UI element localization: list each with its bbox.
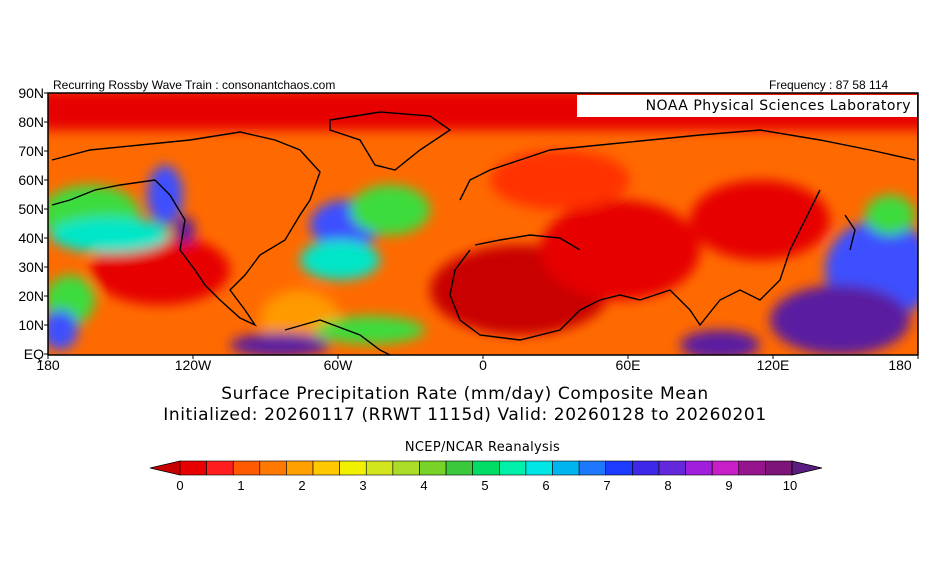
lat-label: 40N <box>18 230 44 246</box>
colorbar-swatch <box>392 460 420 476</box>
colorbar-label: 7 <box>603 478 611 493</box>
colorbar-swatch <box>765 460 793 476</box>
lat-label: 90N <box>18 85 44 101</box>
lat-label: 50N <box>18 201 44 217</box>
colorbar-swatch <box>419 460 447 476</box>
colorbar-swatch <box>605 460 633 476</box>
colorbar-swatch <box>286 460 314 476</box>
lon-label: 60W <box>323 357 353 373</box>
lat-label: EQ <box>23 346 44 362</box>
colorbar-swatch <box>552 460 580 476</box>
lon-label: 180 <box>36 357 60 373</box>
colorbar-label: 10 <box>782 478 798 493</box>
colorbar-swatch <box>472 460 500 476</box>
colorbar-swatch <box>206 460 234 476</box>
lon-label: 180 <box>888 357 912 373</box>
colorbar-swatch <box>339 460 367 476</box>
colorbar-swatch <box>738 460 766 476</box>
lat-label: 70N <box>18 143 44 159</box>
lat-label: 60N <box>18 172 44 188</box>
lon-label: 0 <box>479 357 487 373</box>
lon-label: 120E <box>756 357 790 373</box>
colorbar-label: 6 <box>542 478 550 493</box>
header-frequency-text: Frequency : 87 58 114 <box>769 78 889 92</box>
colorbar-label: 5 <box>481 478 489 493</box>
lat-label: 80N <box>18 114 44 130</box>
colorbar-swatch <box>365 460 394 476</box>
lat-label: 10N <box>18 317 44 333</box>
colorbar <box>149 460 823 476</box>
dataset-label: NCEP/NCAR Reanalysis <box>404 440 561 455</box>
colorbar-label: 3 <box>359 478 367 493</box>
plot-title: Surface Precipitation Rate (mm/day) Comp… <box>221 384 709 404</box>
lon-label: 120W <box>174 357 212 373</box>
colorbar-label: 1 <box>237 478 245 493</box>
colorbar-swatch <box>711 460 740 476</box>
colorbar-swatch <box>445 460 473 476</box>
lon-label: 60E <box>615 357 641 373</box>
lat-label: 30N <box>18 259 44 275</box>
colorbar-swatch <box>632 460 660 476</box>
colorbar-arrow-high <box>791 460 823 476</box>
colorbar-label: 8 <box>664 478 672 493</box>
colorbar-swatch <box>179 460 207 476</box>
header-source-text: Recurring Rossby Wave Train : consonantc… <box>53 78 336 92</box>
colorbar-label: 9 <box>725 478 733 493</box>
colorbar-arrow-low <box>149 460 181 476</box>
colorbar-swatch <box>578 460 607 476</box>
lab-label: NOAA Physical Sciences Laboratory <box>577 95 917 117</box>
colorbar-label: 2 <box>298 478 306 493</box>
colorbar-swatch <box>312 460 340 476</box>
plot-subtitle: Initialized: 20260117 (RRWT 1115d) Valid… <box>163 405 767 425</box>
colorbar-swatch <box>658 460 686 476</box>
colorbar-swatch <box>259 460 287 476</box>
colorbar-label: 0 <box>176 478 184 493</box>
colorbar-swatch <box>525 460 553 476</box>
colorbar-swatch <box>232 460 261 476</box>
colorbar-swatch <box>499 460 527 476</box>
colorbar-swatch <box>685 460 713 476</box>
lat-label: 20N <box>18 288 44 304</box>
colorbar-label: 4 <box>420 478 428 493</box>
